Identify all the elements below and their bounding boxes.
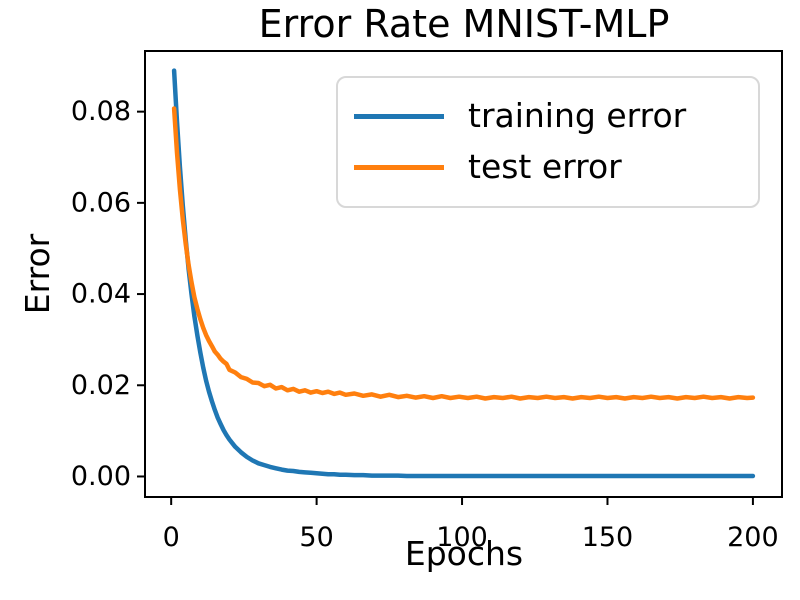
legend: training error test error	[336, 76, 760, 208]
x-tick-label: 50	[299, 522, 333, 553]
y-tick-label: 0.02	[71, 370, 131, 401]
legend-item-training-error: training error	[354, 98, 758, 134]
y-axis-label: Error	[17, 233, 57, 315]
y-tick-label: 0.04	[71, 279, 131, 310]
y-tick-label: 0.00	[71, 461, 131, 492]
training-error-line-sample	[354, 114, 444, 120]
test-error-line-sample	[354, 164, 444, 170]
chart-title: Error Rate MNIST-MLP	[258, 2, 670, 46]
x-tick-label: 200	[727, 522, 779, 553]
training-error-line	[171, 68, 756, 479]
x-axis-label: Epochs	[404, 534, 524, 573]
x-tick-label: 100	[436, 522, 488, 553]
axes-spines	[144, 50, 783, 498]
y-tick-label: 0.08	[71, 96, 131, 127]
legend-label-training-error: training error	[468, 96, 687, 136]
y-tick-label: 0.06	[71, 187, 131, 218]
legend-label-test-error: test error	[468, 147, 622, 187]
test-error-line	[171, 106, 756, 401]
legend-item-test-error: test error	[354, 147, 758, 187]
x-tick-label: 0	[163, 522, 180, 553]
x-tick-label: 150	[582, 522, 634, 553]
